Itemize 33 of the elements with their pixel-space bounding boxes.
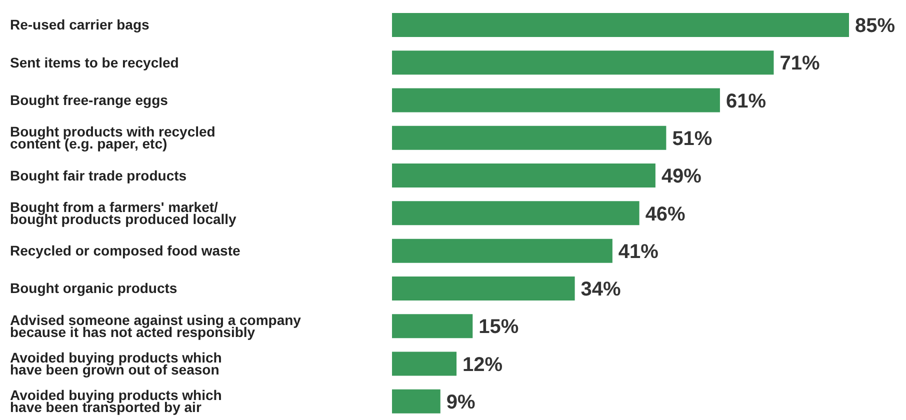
data-label: 71%	[780, 52, 820, 75]
y-tick-label: Recycled or composed food waste	[10, 242, 240, 259]
bar	[392, 88, 720, 112]
y-tick-label: Advised someone against using a company because it has not acted responsibly	[10, 312, 302, 340]
y-tick-label: Re-used carrier bags	[10, 16, 150, 33]
data-label: 9%	[446, 391, 476, 414]
y-tick-label: Sent items to be recycled	[10, 54, 179, 70]
data-label: 51%	[672, 128, 712, 150]
bar	[392, 276, 575, 300]
data-label: 15%	[478, 316, 519, 338]
bar	[392, 164, 656, 188]
bar	[392, 126, 666, 150]
data-label: 61%	[726, 90, 766, 112]
bar	[392, 50, 774, 75]
bar	[392, 238, 612, 263]
bar	[392, 389, 440, 414]
y-tick-label: Bought organic products	[10, 280, 178, 296]
bar	[392, 314, 473, 338]
data-label: 41%	[618, 240, 659, 263]
y-tick-label: Avoided buying products which have been grown out of season	[10, 349, 222, 378]
data-label: 12%	[462, 354, 503, 376]
data-label: 85%	[855, 15, 896, 38]
data-label: 49%	[661, 166, 702, 188]
y-tick-label: Bought products with recycled content (e.g. paper, etc)	[10, 124, 216, 152]
y-tick-label: Bought from a farmers' market/ bought products produced locally	[10, 198, 237, 227]
data-label: 34%	[580, 278, 622, 301]
bar	[392, 13, 849, 37]
y-tick-label: Bought fair trade products	[10, 167, 187, 184]
y-tick-label: Avoided buying products which have been transported by air	[10, 387, 222, 416]
y-tick-label: Bought free-range eggs	[10, 92, 168, 108]
bar	[392, 201, 640, 226]
bar	[392, 352, 457, 376]
data-label: 46%	[645, 203, 686, 226]
